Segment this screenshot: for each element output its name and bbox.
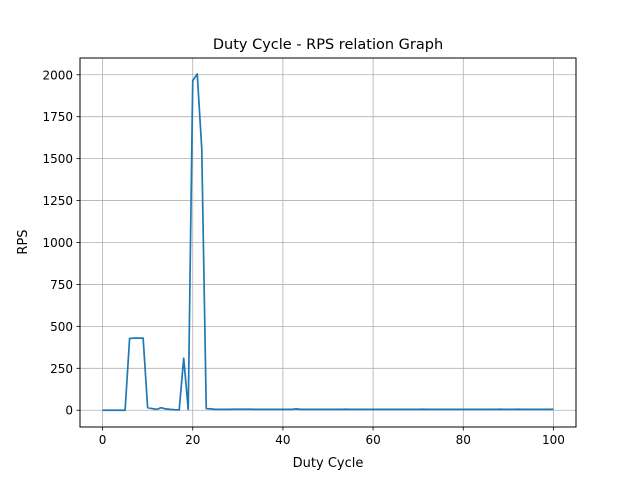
axis-ticks: 0 20 40 60 80 1000250500750100012501500175020… (42, 68, 564, 447)
x-tick-label: 80 (456, 433, 471, 447)
y-tick-label: 1000 (42, 236, 73, 250)
x-tick-label: 0 (99, 433, 107, 447)
y-axis-label: RPS (16, 229, 31, 254)
x-tick-label: 40 (275, 433, 290, 447)
y-tick-label: 1500 (42, 152, 73, 166)
y-tick-label: 1750 (42, 110, 73, 124)
x-tick-label: 100 (542, 433, 565, 447)
grid-lines (80, 58, 576, 427)
y-tick-label: 1250 (42, 194, 73, 208)
y-tick-label: 250 (50, 362, 73, 376)
series-line (102, 73, 554, 412)
y-tick-label: 500 (50, 320, 73, 334)
chart-title: Duty Cycle - RPS relation Graph (213, 37, 443, 53)
y-tick-label: 2000 (42, 68, 73, 82)
x-tick-label: 20 (185, 433, 200, 447)
y-tick-label: 750 (50, 278, 73, 292)
y-tick-label: 0 (65, 404, 73, 418)
series-layer (102, 73, 554, 412)
x-axis-label: Duty Cycle (293, 456, 364, 471)
x-tick-label: 60 (365, 433, 380, 447)
